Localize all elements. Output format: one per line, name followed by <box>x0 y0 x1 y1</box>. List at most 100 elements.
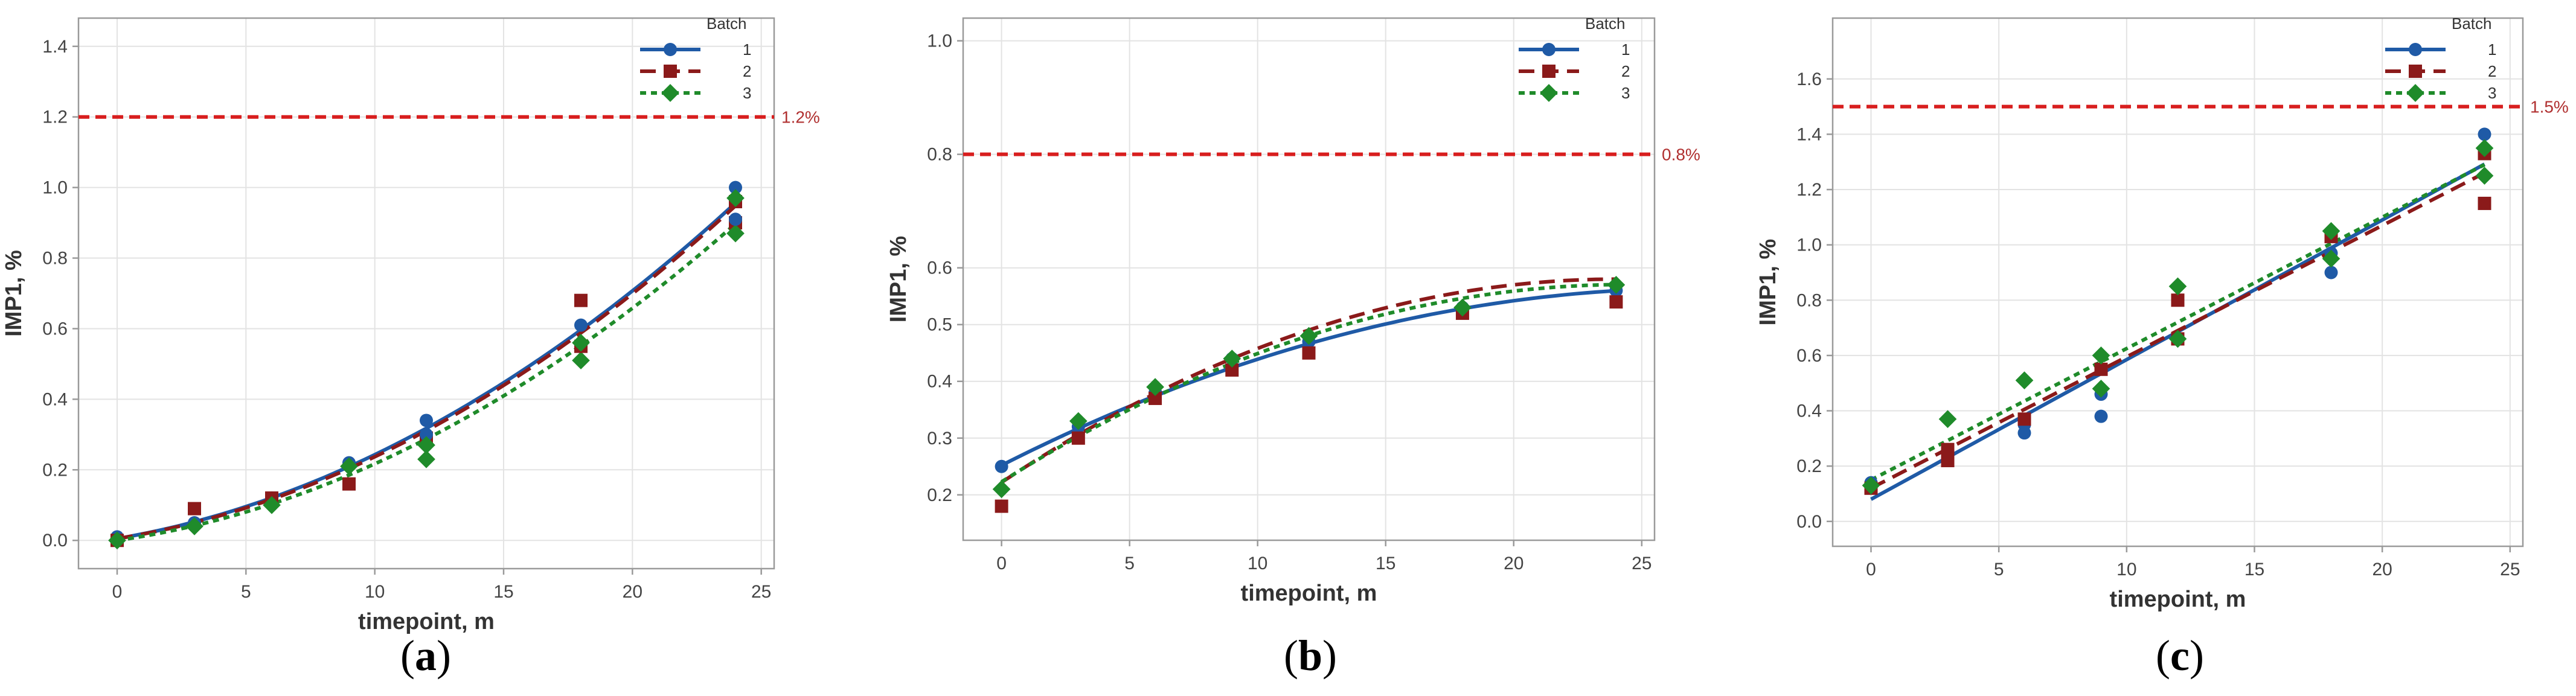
chart-c-point-batch-1 <box>2324 266 2338 279</box>
chart-a-point-batch-3 <box>417 450 435 468</box>
chart-b-point-batch-2 <box>1071 431 1085 445</box>
chart-a-point-batch-3 <box>417 436 435 455</box>
chart-panel-c: 0 5 10 15 20 25 0.0 0.2 0.4 0.6 0.8 1.0 1.2 1.4 1.6 tim… <box>1727 0 2572 696</box>
chart-a-ytick-label: 0.6 <box>42 319 68 339</box>
chart-a-xlabel: timepoint, m <box>358 609 495 634</box>
chart-a-point-batch-3 <box>263 496 281 514</box>
chart-c-point-batch-2 <box>2094 362 2108 376</box>
chart-c-point-batch-1 <box>2478 127 2491 141</box>
chart-a-ytick-label: 1.2 <box>42 107 68 127</box>
chart-a-legend-marker-1 <box>664 43 677 56</box>
chart-b-legend-marker-2 <box>1542 65 1556 78</box>
chart-a-ytick-label: 1.0 <box>42 178 68 198</box>
chart-a-point-batch-3 <box>726 189 745 208</box>
chart-a-fit-line-batch-2 <box>117 204 737 541</box>
chart-c-grid <box>1833 18 2523 546</box>
chart-b-legend: Batch 1 2 3 <box>1519 14 1630 102</box>
chart-a-xtick-label: 5 <box>241 582 251 602</box>
chart-b-ytick-label: 1.0 <box>927 31 952 51</box>
chart-b-limit-label: 0.8% <box>1662 145 1700 164</box>
chart-a-legend-label-1: 1 <box>743 40 751 59</box>
chart-c-point-batch-3 <box>2475 167 2494 185</box>
chart-a-points <box>108 180 745 550</box>
chart-b-point-batch-2 <box>1225 363 1239 377</box>
chart-c-legend-marker-3 <box>2406 84 2424 102</box>
chart-a-legend: Batch 1 2 3 <box>640 14 751 102</box>
chart-c-ylabel: IMP1, % <box>1755 239 1781 326</box>
chart-a-point-batch-2 <box>342 477 356 491</box>
chart-c-ytick-label: 0.0 <box>1796 512 1822 532</box>
chart-c-ytick-label: 0.4 <box>1796 401 1822 421</box>
chart-b-ytick-label: 0.8 <box>927 145 952 165</box>
chart-a-legend-label-2: 2 <box>743 62 751 80</box>
chart-a-xtick-label: 20 <box>623 582 642 602</box>
chart-a-point-batch-2 <box>188 502 201 516</box>
chart-a-point-batch-2 <box>574 293 588 307</box>
chart-b-legend-marker-1 <box>1542 43 1556 56</box>
chart-c-legend-marker-2 <box>2409 65 2422 78</box>
chart-c-svg: 0 5 10 15 20 25 0.0 0.2 0.4 0.6 0.8 1.0 1.2 1.4 1.6 tim… <box>1755 14 2569 612</box>
chart-a-point-batch-1 <box>420 427 433 441</box>
chart-a-ytick-label: 0.0 <box>42 531 68 551</box>
caption-c: (c) <box>2156 631 2204 680</box>
chart-a-point-batch-1 <box>729 212 742 226</box>
chart-a-point-batch-3 <box>340 457 358 476</box>
chart-b-point-batch-3 <box>1069 412 1088 430</box>
chart-a-ytick-label: 0.4 <box>42 389 68 409</box>
chart-c-xtick-label: 0 <box>1866 560 1876 579</box>
chart-b-xtick-label: 5 <box>1124 554 1135 573</box>
chart-c-point-batch-3 <box>2092 380 2110 398</box>
chart-c-legend-label-2: 2 <box>2488 62 2496 80</box>
chart-a-point-batch-1 <box>420 413 433 427</box>
chart-b-point-batch-1 <box>995 459 1008 473</box>
chart-a-svg: 0 5 10 15 20 25 0.0 0.2 0.4 0.6 0.8 1.0 1.2 1.4 timepo… <box>1 14 820 634</box>
chart-c-xtick-label: 20 <box>2372 560 2392 579</box>
chart-c-legend-label-3: 3 <box>2488 84 2496 102</box>
chart-c-legend-label-1: 1 <box>2488 40 2496 59</box>
chart-c-ytick-label: 0.2 <box>1796 456 1822 476</box>
chart-a-ylabel: IMP1, % <box>1 250 27 337</box>
chart-a-legend-marker-2 <box>664 65 677 78</box>
chart-b-legend-label-3: 3 <box>1621 84 1630 102</box>
chart-a-legend-title: Batch <box>706 14 747 33</box>
chart-a-fit-line-batch-3 <box>117 222 737 543</box>
chart-c-ytick-label: 1.0 <box>1796 235 1822 255</box>
chart-b-legend-title: Batch <box>1585 14 1626 33</box>
chart-c-ytick-label: 0.8 <box>1796 290 1822 310</box>
chart-b-legend-marker-3 <box>1540 84 1558 102</box>
chart-c-point-batch-3 <box>2322 249 2341 268</box>
chart-c-point-batch-3 <box>2322 222 2341 240</box>
chart-a-point-batch-3 <box>572 333 590 352</box>
chart-a-xtick-label: 0 <box>112 582 123 602</box>
chart-a-ytick-label: 0.2 <box>42 460 68 480</box>
chart-c-point-batch-3 <box>1862 476 1880 495</box>
chart-b-point-batch-2 <box>1302 346 1316 360</box>
chart-c-xlabel: timepoint, m <box>2110 587 2246 612</box>
chart-a-point-batch-3 <box>185 517 203 535</box>
chart-b-point-batch-2 <box>1609 295 1623 309</box>
chart-c-xtick-label: 5 <box>1994 560 2004 579</box>
chart-c-point-batch-3 <box>1938 410 1957 429</box>
chart-b-point-batch-3 <box>1146 378 1164 396</box>
chart-b-plot-frame <box>962 17 1656 541</box>
chart-c-xtick-label: 15 <box>2244 560 2264 579</box>
chart-a-fit-lines <box>117 202 737 543</box>
chart-c-xtick-label: 10 <box>2116 560 2136 579</box>
chart-c-point-batch-3 <box>2168 330 2187 348</box>
chart-c-point-batch-3 <box>2015 371 2034 389</box>
chart-c-plot-frame <box>1831 17 2524 548</box>
chart-c-ytick-label: 1.6 <box>1796 69 1822 89</box>
chart-a-point-batch-1 <box>574 318 588 332</box>
chart-c-fit-line-batch-3 <box>1870 163 2485 482</box>
chart-c-ytick-label: 1.2 <box>1796 180 1822 200</box>
chart-b-xtick-label: 15 <box>1376 554 1395 573</box>
chart-a-limit-label: 1.2% <box>781 108 820 127</box>
chart-c-point-batch-1 <box>2094 409 2108 423</box>
chart-a-legend-label-3: 3 <box>743 84 751 102</box>
chart-b-xlabel: timepoint, m <box>1241 581 1377 606</box>
caption-b: (b) <box>1283 631 1337 680</box>
caption-a: (a) <box>400 631 451 680</box>
chart-c-point-batch-2 <box>2171 293 2185 307</box>
chart-b-ylabel: IMP1, % <box>886 236 911 323</box>
chart-c-legend-marker-1 <box>2409 43 2422 56</box>
